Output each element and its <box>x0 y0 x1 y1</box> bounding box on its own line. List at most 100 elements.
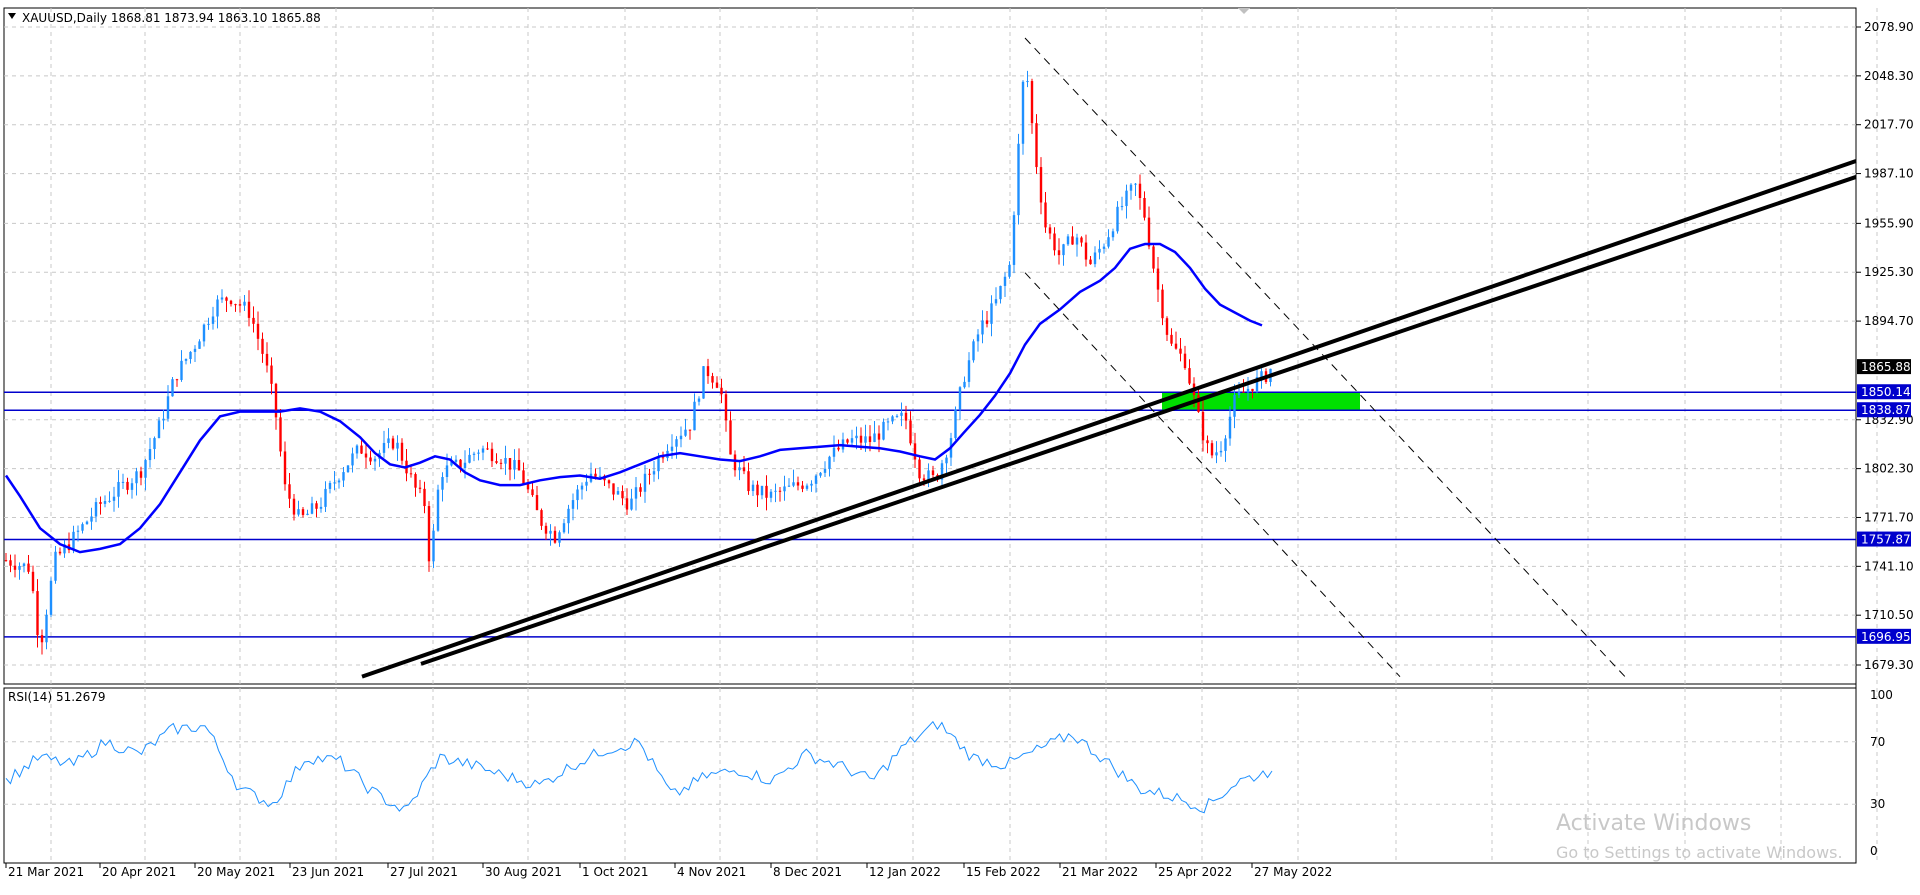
candle-body <box>549 530 552 534</box>
candle-body <box>1084 242 1088 260</box>
channel-upper-dashed[interactable] <box>1024 37 1626 677</box>
candle-body <box>90 516 93 522</box>
candle-body <box>954 409 957 439</box>
candle-body <box>270 365 273 384</box>
candle-body <box>850 438 854 443</box>
activate-windows-title: Activate Windows <box>1556 811 1751 836</box>
candle-body <box>1233 395 1236 417</box>
candle-body <box>765 485 768 498</box>
moving-average-layer <box>4 242 1263 554</box>
candle-body <box>45 614 48 643</box>
candle-body <box>531 489 534 496</box>
candle-body <box>814 475 818 484</box>
candle-body <box>315 503 318 509</box>
candle-body <box>643 473 647 492</box>
candle-body <box>738 467 741 471</box>
channel-lower-dashed[interactable] <box>1024 272 1401 677</box>
candle-body <box>486 448 489 450</box>
candle-body <box>760 485 764 496</box>
rsi-tick-label: 30 <box>1870 797 1885 811</box>
candle-body <box>846 439 849 443</box>
scroll-marker-icon[interactable] <box>1238 8 1250 14</box>
dropdown-triangle-icon[interactable] <box>8 13 16 19</box>
time-tick-label: 8 Dec 2021 <box>773 865 842 879</box>
candle-body <box>207 323 210 325</box>
candle-body <box>1260 371 1263 378</box>
candle-body <box>963 381 966 388</box>
level-tag-1696.95: 1696.95 <box>1861 630 1911 644</box>
candle-body <box>1183 353 1187 369</box>
candle-body <box>1242 391 1245 393</box>
rsi-tick-label: 0 <box>1870 844 1878 858</box>
candle-body <box>1188 368 1191 384</box>
candle-body <box>778 490 782 492</box>
candle-body <box>189 351 192 360</box>
candle-body <box>324 488 327 507</box>
candle-body <box>166 396 170 419</box>
candle-body <box>364 453 368 458</box>
candle-body <box>1219 450 1223 453</box>
candle-body <box>306 513 309 515</box>
candle-body <box>175 379 179 381</box>
candle-body <box>1093 252 1097 265</box>
candle-body <box>909 420 912 444</box>
time-axis[interactable]: 21 Mar 2021 20 Apr 2021 20 May 2021 23 Jun … <box>5 863 1332 879</box>
ohlc-header: 1868.81 1873.94 1863.10 1865.88 <box>111 11 321 25</box>
candle-body <box>1071 236 1074 245</box>
candle-body <box>265 353 269 366</box>
price-tick-label: 1679.30 <box>1864 658 1914 672</box>
trendline-lower[interactable] <box>420 175 1857 666</box>
candle-body <box>999 285 1002 300</box>
candle-body <box>504 457 507 464</box>
trendlines-layer[interactable] <box>361 37 1857 679</box>
candle-body <box>1107 237 1110 247</box>
candle-body <box>333 482 336 484</box>
time-tick-label: 27 May 2022 <box>1254 865 1332 879</box>
price-tick-label: 1802.30 <box>1864 462 1914 476</box>
candle-body <box>432 530 435 562</box>
candle-body <box>1143 197 1146 218</box>
candle-body <box>823 468 827 473</box>
candle-body <box>864 436 867 443</box>
candle-body <box>792 482 795 486</box>
candle-body <box>720 387 723 395</box>
time-tick-label: 15 Feb 2022 <box>966 865 1041 879</box>
trendline-upper[interactable] <box>361 159 1857 679</box>
candle-body <box>558 532 561 543</box>
candle-body <box>27 563 30 572</box>
candle-body <box>1246 388 1250 393</box>
candle-body <box>1206 440 1209 444</box>
candle-body <box>657 457 660 472</box>
candle-body <box>751 484 755 492</box>
candle-body <box>292 498 296 515</box>
current-price-tag-bg <box>1857 359 1911 375</box>
candle-body <box>216 299 219 317</box>
candle-body <box>931 470 935 476</box>
candles-layer <box>4 70 1272 655</box>
candle-body <box>283 451 287 485</box>
candle-body <box>36 591 39 636</box>
candle-body <box>1210 443 1214 456</box>
candle-body <box>360 445 363 454</box>
candle-body <box>49 580 53 615</box>
candle-body <box>747 471 750 492</box>
candle-body <box>580 485 584 490</box>
candle-body <box>535 495 539 511</box>
candle-body <box>877 433 881 440</box>
price-tick-label: 1741.10 <box>1864 559 1914 573</box>
chart-title: XAUUSD,Daily 1868.81 1873.94 1863.10 186… <box>22 11 321 25</box>
candle-body <box>571 500 575 509</box>
candle-body <box>972 341 975 361</box>
candle-body <box>81 524 84 531</box>
candle-body <box>1030 81 1034 124</box>
candle-body <box>54 551 57 581</box>
price-axis[interactable]: 2078.90 2048.30 2017.70 1987.10 1955.90 1925.… <box>1856 20 1914 672</box>
candle-body <box>976 334 980 342</box>
candle-body <box>1017 143 1020 216</box>
candle-body <box>661 457 665 459</box>
candle-body <box>238 304 242 306</box>
candle-body <box>1138 183 1142 198</box>
candle-body <box>594 473 597 477</box>
candle-body <box>229 300 233 305</box>
